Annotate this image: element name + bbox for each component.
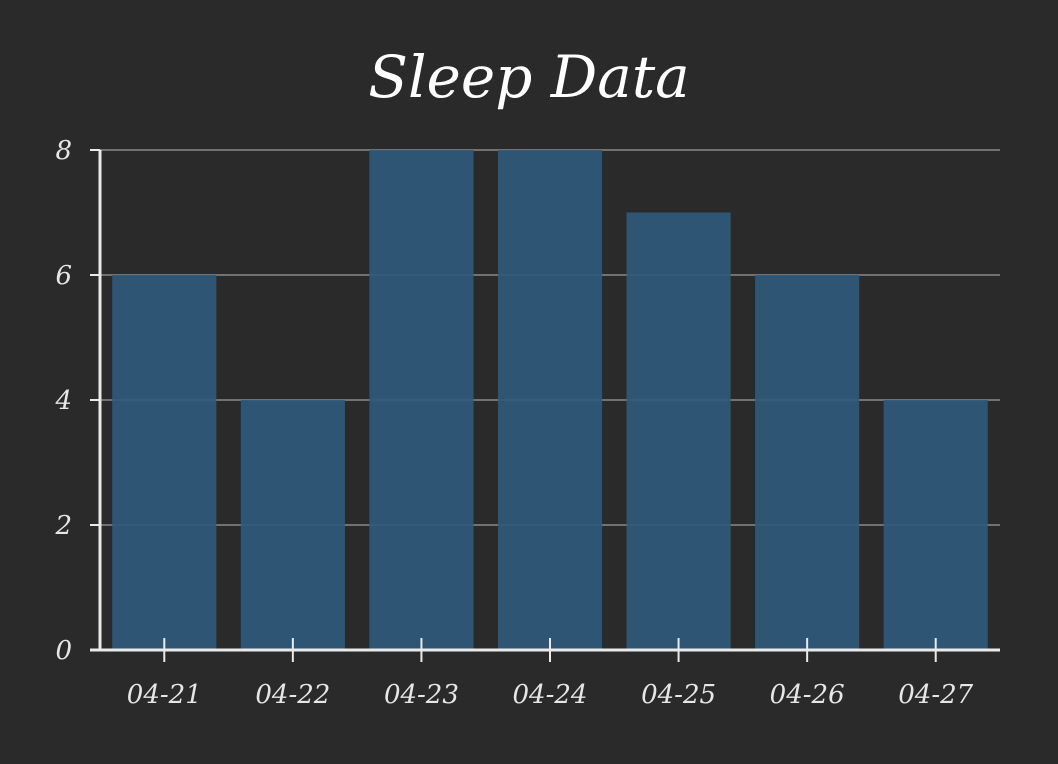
y-tick-label: 8 — [55, 136, 72, 166]
y-tick-label: 2 — [54, 511, 72, 541]
bar-04-21 — [112, 275, 217, 650]
x-tick-label: 04-22 — [255, 680, 330, 710]
x-tick-label: 04-27 — [898, 680, 973, 710]
x-tick-label: 04-23 — [384, 680, 459, 710]
chart-title: Sleep Data — [368, 43, 689, 111]
x-tick-labels: 04-21 04-22 04-23 04-24 04-25 04-26 04-27 — [127, 680, 974, 710]
bar-04-26 — [755, 275, 860, 650]
y-tick-label: 6 — [55, 261, 72, 291]
x-tick-label: 04-21 — [127, 680, 202, 710]
bar-04-25 — [626, 212, 731, 650]
axes — [90, 149, 1000, 662]
x-tick-label: 04-26 — [770, 680, 845, 710]
bar-04-24 — [497, 150, 603, 650]
y-tick-labels: 0 2 4 6 8 — [54, 136, 72, 666]
bar-04-23 — [369, 150, 474, 650]
x-tick-label: 04-25 — [641, 680, 716, 710]
x-tick-label: 04-24 — [513, 680, 588, 710]
y-tick-label: 0 — [55, 636, 72, 666]
bar-04-22 — [240, 400, 345, 650]
bars — [112, 150, 988, 650]
y-tick-label: 4 — [54, 386, 72, 416]
bar-04-27 — [883, 400, 988, 650]
